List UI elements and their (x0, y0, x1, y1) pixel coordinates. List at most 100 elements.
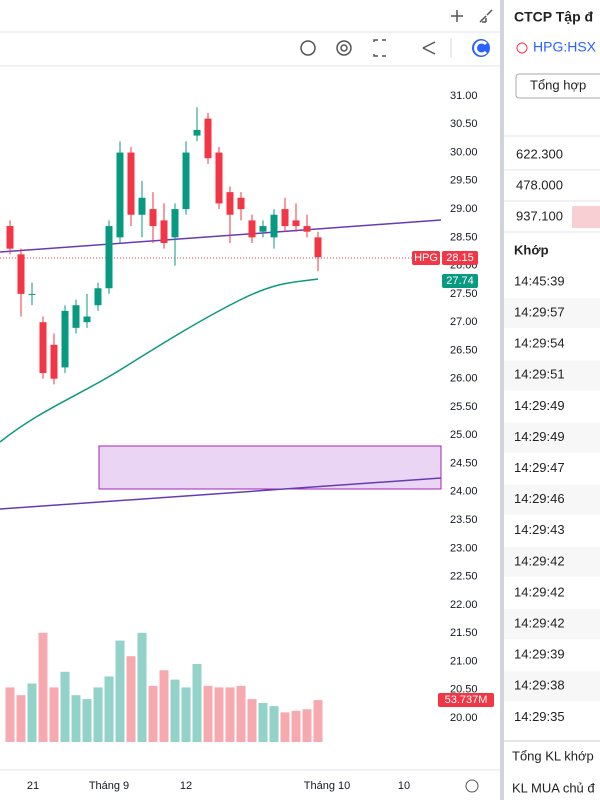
candle-body (303, 226, 311, 232)
x-tick-label: Tháng 10 (304, 780, 350, 792)
time-row-bg (504, 702, 600, 733)
settings-icon-center (340, 44, 348, 52)
price-tick: 31.00 (450, 90, 478, 102)
match-time: 14:29:42 (514, 553, 565, 568)
stat-value: 937.100 (516, 208, 563, 223)
match-time: 14:29:42 (514, 584, 565, 599)
volume-bar (313, 700, 323, 742)
volume-bar (5, 687, 15, 742)
candle-body (226, 192, 234, 215)
x-tick-label: 12 (180, 780, 192, 792)
volume-bar (203, 685, 213, 742)
volume-bar (236, 685, 246, 742)
volume-bar (269, 706, 279, 742)
candle-body (83, 316, 91, 323)
volume-bar (49, 687, 59, 742)
share-icon[interactable] (422, 41, 436, 55)
ma-line (0, 278, 319, 443)
match-time: 14:29:42 (514, 616, 565, 631)
candle-body (94, 288, 102, 306)
time-row-bg (504, 671, 600, 702)
candle-body (270, 214, 278, 238)
match-time: 14:29:57 (514, 305, 565, 320)
time-row-bg (504, 267, 600, 297)
candle-body (149, 209, 157, 227)
trend-line (0, 219, 442, 253)
price-tick: 20.00 (450, 712, 478, 724)
time-row-bg (504, 391, 600, 422)
volume-bar (93, 687, 103, 742)
volume-bar (71, 695, 81, 742)
time-row-bg (504, 329, 600, 360)
time-row-bg (504, 422, 600, 453)
candle-body (50, 344, 58, 379)
volume-bar (115, 640, 125, 742)
price-tick: 21.00 (450, 655, 478, 667)
match-time: 14:29:47 (514, 460, 565, 475)
indicator-icon[interactable] (300, 40, 316, 56)
price-tick: 23.50 (450, 514, 478, 526)
price-axis: 31.0030.5030.0029.5029.0028.5028.0027.50… (450, 90, 478, 724)
symbol[interactable]: HPG:HSX (533, 39, 597, 55)
time-row-bg (504, 298, 600, 329)
candle-body (6, 226, 14, 249)
volume-bar (60, 671, 70, 742)
fullscreen-icon[interactable] (373, 39, 386, 57)
volume-bar (192, 664, 202, 742)
stat-highlight (572, 206, 600, 228)
volume-bar (38, 632, 48, 742)
price-tick: 30.00 (450, 146, 478, 158)
price-tick: 22.50 (450, 571, 478, 583)
axis-settings-icon[interactable] (465, 779, 479, 793)
price-tick: 23.00 (450, 542, 478, 554)
volume-bar (181, 687, 191, 742)
time-row-bg (504, 515, 600, 546)
volume-bar (291, 710, 301, 742)
collapse-icon[interactable] (479, 9, 493, 23)
time-row-bg (504, 360, 600, 391)
volume-bar (126, 656, 136, 742)
candle-body (182, 152, 190, 210)
match-time: 14:29:54 (514, 336, 565, 351)
price-tick: 26.50 (450, 344, 478, 356)
candle-body (281, 209, 289, 227)
chart-bg (0, 0, 500, 800)
price-tick: 24.00 (450, 486, 478, 498)
volume-bar (247, 699, 257, 742)
volume-bar (16, 695, 26, 742)
match-time: 14:29:35 (514, 709, 565, 724)
candle-body (138, 197, 146, 215)
candle-body (127, 152, 135, 215)
price-tick: 22.00 (450, 599, 478, 611)
candle-body (171, 209, 179, 238)
x-axis: 21 Tháng 9 12 Tháng 10 10 (27, 780, 410, 792)
price-tick: 20.50 (450, 684, 478, 696)
trend-line (0, 477, 442, 510)
settings-icon[interactable] (336, 40, 352, 56)
last-price-bg (442, 251, 478, 265)
tab-label[interactable]: Tổng hợp (530, 77, 586, 92)
panel-title: CTCP Tập đ (514, 9, 594, 25)
candle-body (259, 226, 267, 232)
footer-label: KL MUA chủ đ (512, 780, 595, 795)
price-tick: 26.00 (450, 373, 478, 385)
volume-bar (170, 679, 180, 742)
candle-body (160, 220, 168, 244)
candle-body (28, 293, 36, 295)
volume-bar (214, 687, 224, 742)
candle-body (215, 152, 223, 204)
candle-body (61, 310, 69, 368)
price-tick: 24.50 (450, 457, 478, 469)
tab-button[interactable] (515, 73, 600, 99)
logo-mark (474, 40, 488, 56)
candle-body (72, 305, 80, 328)
price-tick: 27.00 (450, 316, 478, 328)
clock-icon (516, 42, 528, 54)
x-tick-label: Tháng 9 (89, 780, 129, 792)
volume-bar (258, 703, 268, 742)
add-icon[interactable] (451, 10, 463, 22)
match-time: 14:29:51 (514, 367, 565, 382)
volume-bar (280, 712, 290, 742)
time-row-bg (504, 453, 600, 484)
